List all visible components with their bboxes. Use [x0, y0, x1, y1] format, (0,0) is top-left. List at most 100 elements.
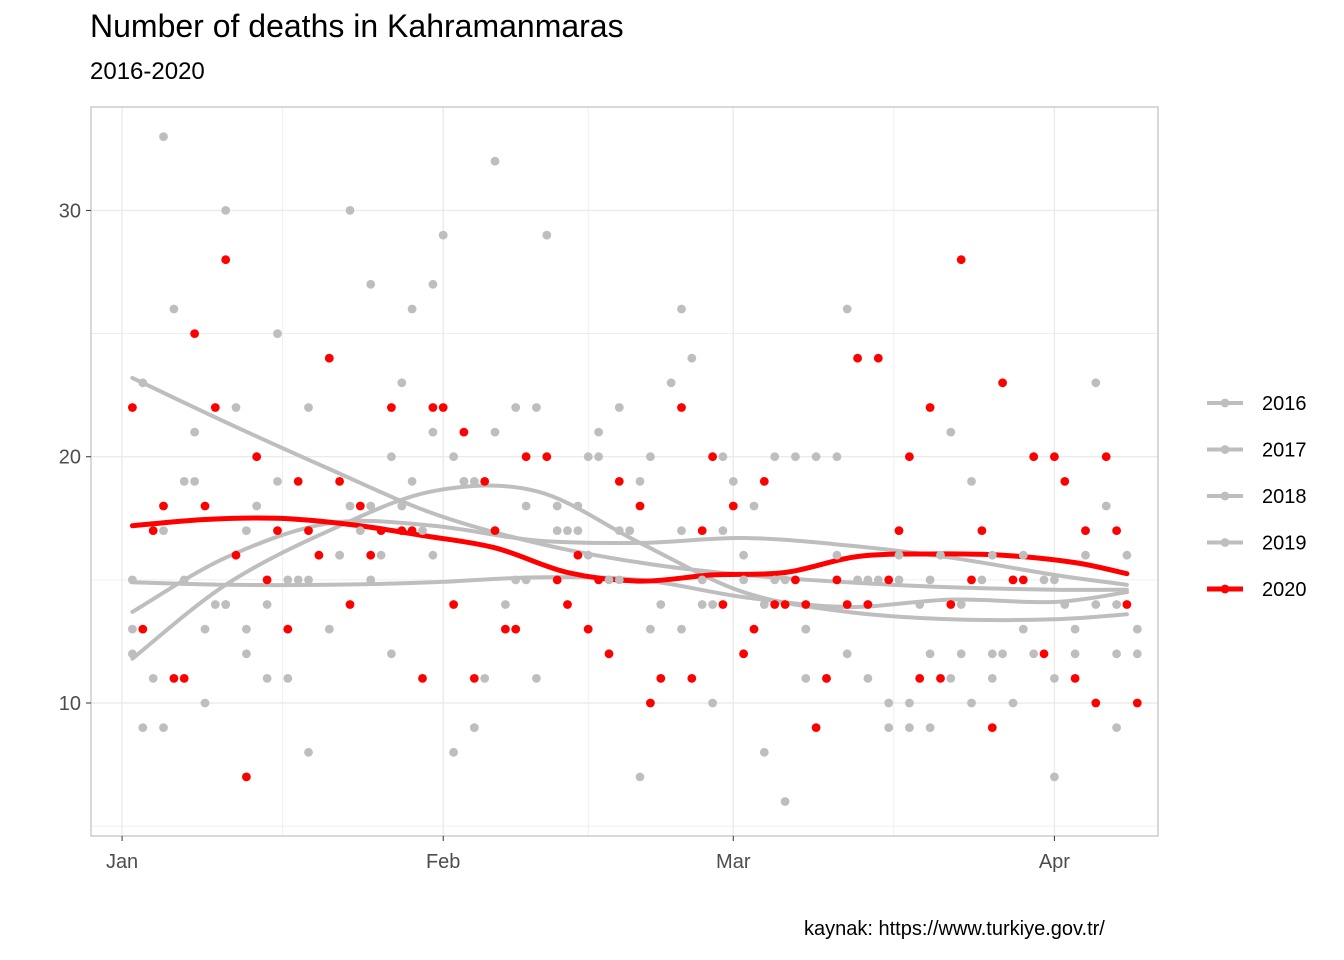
data-points — [127, 132, 1142, 806]
data-point — [127, 575, 137, 585]
data-point — [739, 575, 748, 585]
data-point — [759, 600, 769, 609]
data-point — [335, 477, 344, 486]
data-point — [925, 649, 935, 659]
data-point — [366, 279, 376, 289]
data-point — [563, 600, 572, 609]
data-point — [718, 452, 728, 462]
data-point — [210, 600, 220, 609]
data-point — [987, 723, 997, 732]
data-point — [739, 550, 748, 560]
data-point — [542, 452, 552, 462]
data-point — [179, 477, 189, 486]
data-point — [262, 600, 272, 609]
data-point — [822, 674, 831, 683]
data-point — [532, 403, 541, 412]
data-point — [604, 575, 614, 585]
data-point — [801, 674, 811, 683]
data-point — [501, 600, 510, 609]
data-point — [324, 624, 334, 634]
data-point — [884, 698, 894, 708]
data-point — [169, 304, 179, 314]
data-point — [345, 600, 355, 609]
data-point — [987, 550, 997, 560]
data-point — [677, 526, 686, 535]
data-point — [1091, 600, 1101, 609]
data-point — [397, 378, 407, 388]
data-point — [614, 575, 624, 585]
data-point — [169, 674, 179, 683]
data-point — [428, 279, 438, 289]
data-point — [635, 772, 645, 782]
data-point — [1091, 378, 1101, 388]
data-point — [428, 427, 438, 437]
data-point — [304, 526, 313, 535]
data-point — [1029, 649, 1039, 659]
data-point — [138, 624, 148, 634]
data-point — [532, 674, 541, 683]
data-point — [345, 206, 355, 215]
data-point — [1018, 550, 1028, 560]
legend-item-2018: 2018 — [1207, 486, 1307, 508]
data-point — [791, 575, 800, 585]
data-point — [148, 526, 158, 535]
data-point — [925, 575, 935, 585]
legend-label: 2020 — [1262, 579, 1307, 601]
data-point — [749, 624, 759, 634]
chart-title: Number of deaths in Kahramanmaras — [90, 8, 624, 44]
data-point — [210, 403, 220, 412]
data-point — [594, 452, 603, 462]
data-point — [159, 132, 168, 142]
source-caption: kaynak: https://www.turkiye.gov.tr/ — [804, 918, 1105, 940]
data-point — [759, 477, 769, 486]
legend-key-point — [1220, 398, 1230, 408]
data-point — [708, 698, 717, 708]
data-point — [480, 674, 490, 683]
data-point — [915, 674, 925, 683]
data-point — [956, 649, 966, 659]
data-point — [583, 624, 593, 634]
data-point — [179, 674, 189, 683]
data-point — [179, 575, 189, 585]
data-point — [1039, 649, 1049, 659]
data-point — [511, 403, 521, 412]
data-point — [231, 550, 241, 560]
smooth-line-2016 — [130, 375, 1129, 592]
data-point — [894, 575, 904, 585]
data-point — [542, 230, 552, 240]
data-point — [1070, 649, 1080, 659]
data-point — [283, 674, 293, 683]
data-point — [853, 575, 862, 585]
legend: 2016 2017 2018 2019 2020 — [1207, 393, 1307, 601]
axis-ticks: 10 20 30 Jan Feb Mar Apr — [59, 200, 1071, 873]
data-point — [1122, 600, 1132, 609]
data-point — [159, 526, 168, 535]
data-point — [936, 674, 945, 683]
data-point — [511, 624, 521, 634]
data-point — [376, 550, 386, 560]
data-point — [231, 403, 241, 412]
data-point — [977, 526, 987, 535]
data-point — [407, 526, 417, 535]
data-point — [552, 526, 562, 535]
points-2018 — [127, 230, 1132, 708]
data-point — [366, 501, 376, 511]
data-point — [262, 674, 272, 683]
data-point — [1018, 575, 1028, 585]
points-2020 — [127, 255, 1142, 782]
data-point — [387, 403, 396, 412]
data-point — [625, 526, 635, 535]
data-point — [635, 501, 645, 511]
panel-background — [91, 107, 1158, 836]
data-point — [884, 723, 894, 732]
data-point — [1091, 698, 1101, 708]
data-point — [1060, 477, 1070, 486]
data-point — [521, 575, 531, 585]
data-point — [490, 526, 500, 535]
data-point — [1050, 452, 1059, 462]
data-point — [1132, 649, 1142, 659]
data-point — [987, 674, 997, 683]
data-point — [646, 698, 655, 708]
data-point — [469, 674, 479, 683]
data-point — [293, 575, 303, 585]
